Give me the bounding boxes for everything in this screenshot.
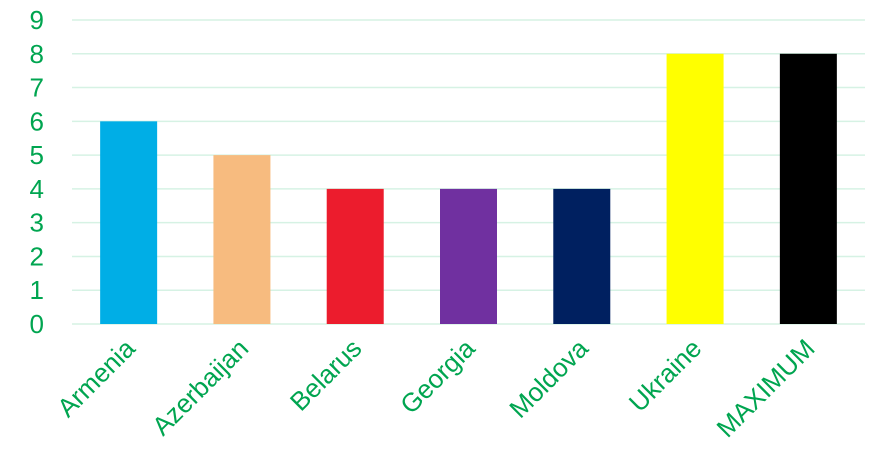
bar-azerbaijan xyxy=(213,155,271,324)
bar-moldova xyxy=(553,188,611,324)
y-tick-label: 8 xyxy=(30,39,44,69)
x-axis-labels: Armenia Azerbaijan Belarus Georgia Moldova Uk… xyxy=(51,333,820,443)
y-tick-label: 3 xyxy=(30,208,44,238)
x-category-label-georgia: Georgia xyxy=(394,333,481,420)
bars xyxy=(100,53,837,325)
bar-georgia xyxy=(440,188,497,324)
bar-armenia xyxy=(100,121,158,324)
x-category-label-maximum: MAXIMUM xyxy=(711,333,821,443)
x-category-label-ukraine: Ukraine xyxy=(623,333,708,418)
y-tick-label: 6 xyxy=(30,106,44,136)
bar-maximum xyxy=(779,53,837,325)
bar-belarus xyxy=(326,188,384,324)
y-tick-label: 0 xyxy=(30,309,44,339)
y-tick-label: 4 xyxy=(30,174,44,204)
x-category-label-belarus: Belarus xyxy=(284,333,368,417)
x-category-label-moldova: Moldova xyxy=(503,333,594,424)
y-tick-label: 7 xyxy=(30,73,44,103)
y-tick-label: 2 xyxy=(30,241,44,271)
y-tick-label: 5 xyxy=(30,140,44,170)
y-tick-label: 9 xyxy=(30,5,44,35)
x-category-label-armenia: Armenia xyxy=(51,333,141,423)
bar-ukraine xyxy=(666,53,724,325)
y-tick-label: 1 xyxy=(30,275,44,305)
x-category-label-azerbaijan: Azerbaijan xyxy=(146,333,254,441)
